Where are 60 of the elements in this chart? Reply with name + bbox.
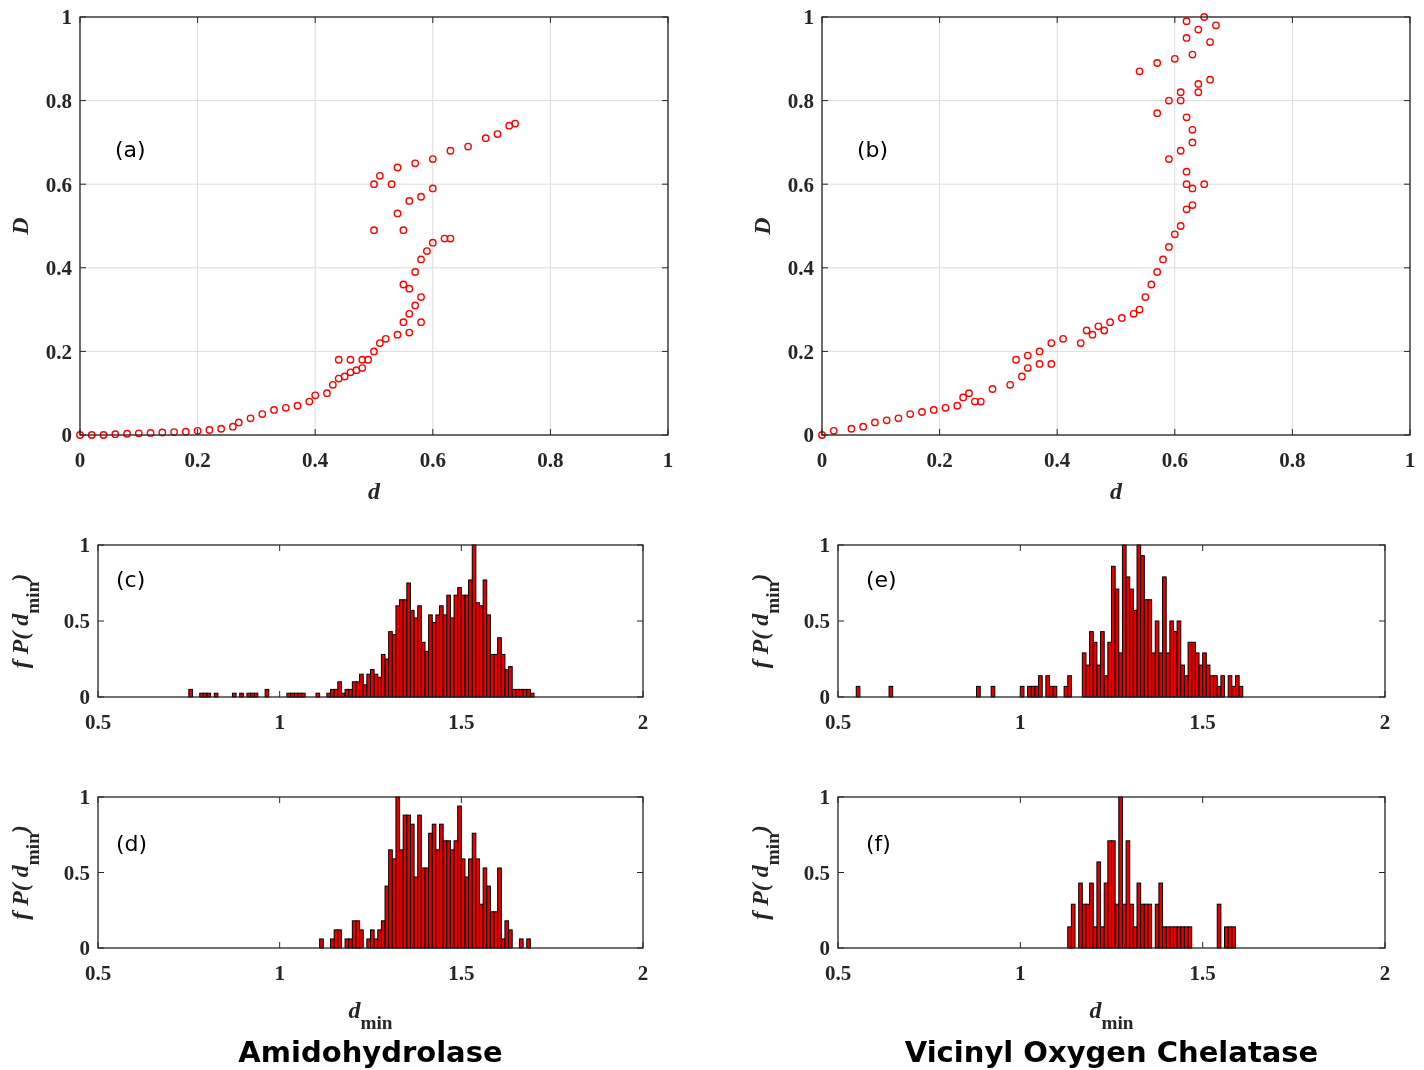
x-tick-label: 1: [1015, 710, 1026, 734]
x-tick-label: 0.6: [1161, 448, 1188, 472]
y-tick-label: 0: [79, 685, 90, 710]
y-tick-label: 0.8: [45, 88, 72, 113]
y-tick-label: 0.6: [787, 172, 814, 197]
annotation: (b): [857, 137, 889, 162]
text: Amidohydrolase: [238, 1035, 503, 1069]
x-tick-label: 1: [274, 961, 285, 985]
y-tick-label: 1: [819, 785, 830, 810]
y-tick-label: 0.5: [803, 860, 830, 885]
text: Vicinyl Oxygen Chelatase: [904, 1035, 1319, 1069]
y-tick-label: 0: [819, 685, 830, 710]
x-tick-label: 0.4: [302, 448, 329, 472]
x-tick-label: 1.5: [448, 961, 475, 985]
y-tick-label: 1: [803, 5, 814, 30]
x-tick-label: 1: [662, 448, 674, 472]
x-tick-label: 0.2: [184, 448, 211, 472]
annotation: (f): [866, 831, 891, 856]
x-tick-label: 2: [1379, 961, 1391, 985]
y-tick-label: 0.5: [63, 609, 90, 634]
y-tick-label: 0: [79, 936, 90, 961]
annotation: (c): [116, 567, 146, 592]
x-tick-label: 0.8: [537, 448, 564, 472]
x-tick-label: 0.2: [926, 448, 953, 472]
y-tick-label: 0.4: [787, 256, 815, 281]
y-tick-label: 1: [79, 785, 90, 810]
x-axis-title: d$_{min}$: [1089, 997, 1134, 1033]
y-tick-label: 0: [61, 423, 72, 448]
y-tick-label: 0.4: [45, 256, 73, 281]
y-tick-label: 1: [819, 533, 830, 558]
annotation: (e): [866, 567, 897, 592]
x-tick-label: 1: [274, 710, 285, 734]
y-tick-label: 0.5: [803, 609, 830, 634]
y-tick-label: 0.5: [63, 860, 90, 885]
x-tick-label: 1.5: [448, 710, 475, 734]
x-tick-label: 0.8: [1279, 448, 1306, 472]
x-axis-title: d: [368, 478, 381, 504]
y-tick-label: 1: [61, 5, 72, 30]
x-tick-label: 1: [1015, 961, 1026, 985]
y-tick-label: 0.8: [787, 88, 814, 113]
x-tick-label: 1.5: [1189, 710, 1216, 734]
x-tick-label: 0.6: [419, 448, 446, 472]
y-tick-label: 0: [803, 423, 814, 448]
y-tick-label: 0: [819, 936, 830, 961]
x-axis-title: d$_{min}$: [348, 997, 393, 1033]
annotation: (a): [115, 137, 146, 162]
y-tick-label: 0.2: [787, 339, 814, 364]
y-axis-title: D: [7, 217, 33, 236]
x-tick-label: 2: [637, 710, 649, 734]
x-tick-label: 1.5: [1189, 961, 1216, 985]
annotation: (d): [116, 831, 148, 856]
y-tick-label: 0.6: [45, 172, 72, 197]
y-tick-label: 0.2: [45, 339, 72, 364]
y-axis-title: D: [749, 217, 775, 236]
x-tick-label: 2: [637, 961, 649, 985]
x-tick-label: 1: [1404, 448, 1416, 472]
x-axis-title: d: [1110, 478, 1123, 504]
x-tick-label: 0.4: [1044, 448, 1071, 472]
y-tick-label: 1: [79, 533, 90, 558]
x-tick-label: 2: [1379, 710, 1391, 734]
